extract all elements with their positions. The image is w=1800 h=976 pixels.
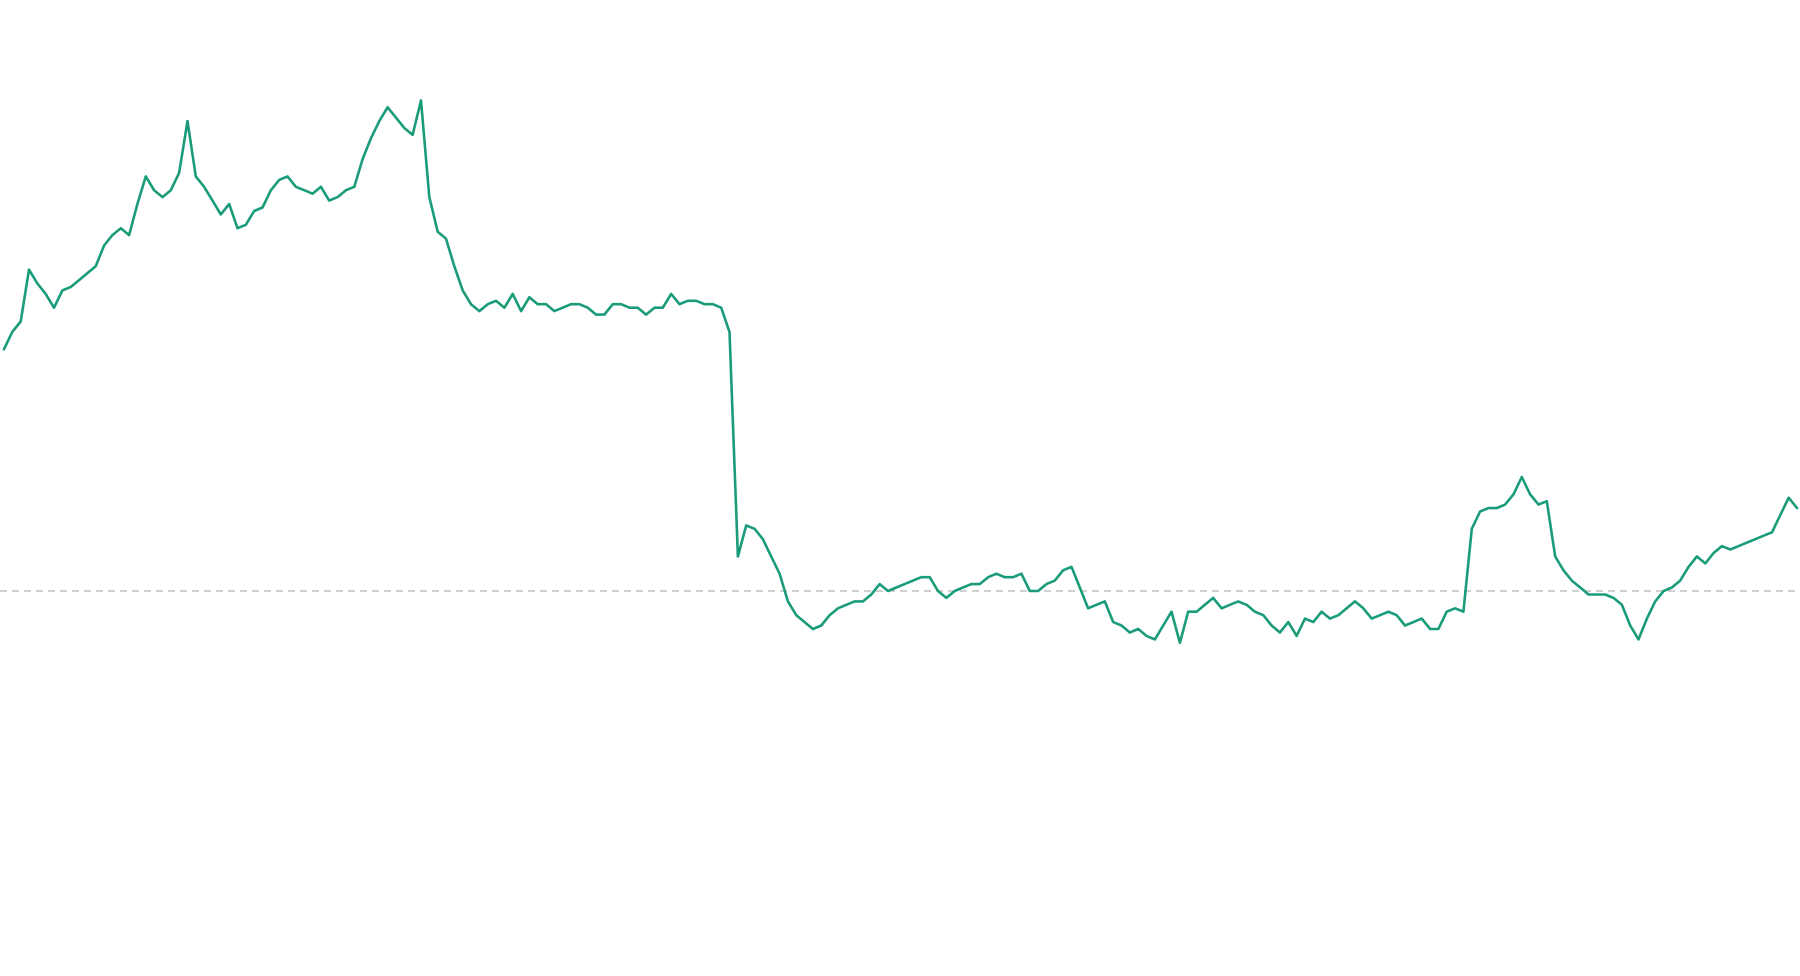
series-line [2, 99, 1799, 645]
series-layer [2, 99, 1799, 645]
